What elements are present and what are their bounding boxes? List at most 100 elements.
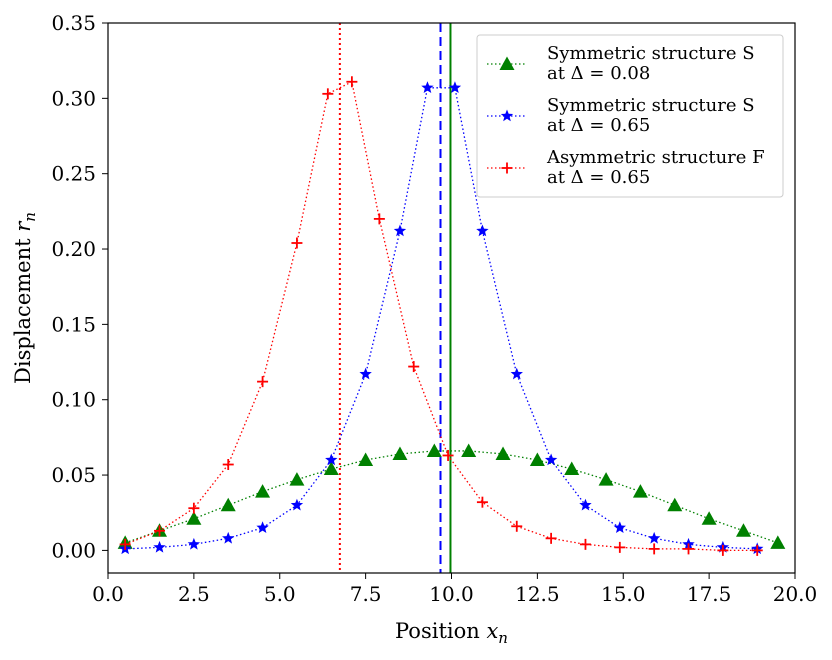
x-tick-label: 10.0 [429,582,474,606]
y-tick-label: 0.05 [51,463,96,487]
series-3-point [579,538,591,550]
series-2-point [290,498,304,511]
series-3-point [291,237,303,249]
series-1-point [186,511,202,525]
series-3-point [322,88,334,100]
y-tick-label: 0.00 [51,538,96,562]
series-2-point [476,224,489,237]
legend-marker [501,162,513,174]
series-2-point [325,453,338,466]
series-1-point [564,461,580,476]
y-tick-label: 0.10 [51,388,96,412]
y-axis-label-symbol: r [11,220,35,232]
series-2-point [613,521,626,534]
series-1-line [124,450,779,544]
legend-label-line1: Symmetric structure S [547,43,755,64]
series-3-point [222,459,234,471]
y-tick-label: 0.35 [51,11,96,35]
series-1-point [358,452,374,466]
legend-marker [500,109,514,122]
series-3-point [648,543,660,555]
series-1-point [289,472,305,486]
series-3-point [683,543,695,555]
x-axis-label-symbol: x [486,619,498,643]
legend-label-line1: Asymmetric structure F [546,147,765,168]
series-2-point [393,224,407,237]
legend-label-line2: at Δ = 0.08 [547,63,650,84]
series-2-point [359,367,372,380]
y-axis-label-text: Displacement [11,232,35,384]
y-axis-label: Displacement rn [11,212,39,384]
legend-entry-2: Symmetric structure Sat Δ = 0.65 [487,95,755,136]
series-1-point [701,511,717,525]
legend-label-line2: at Δ = 0.65 [547,167,650,188]
series-1-point [529,452,545,466]
series-3-point [346,76,358,88]
series-2-point [448,81,462,94]
series-1-point [770,535,786,549]
x-tick-label: 2.5 [178,582,210,606]
x-tick-label: 17.5 [687,582,732,606]
x-tick-label: 12.5 [515,582,560,606]
series-3 [119,76,763,556]
series-3-point [751,544,763,556]
series-3-point [717,544,729,556]
series-1-point [735,523,751,537]
series-3-point [373,213,385,225]
series-3-point [257,376,269,388]
y-tick-label: 0.20 [51,237,96,261]
series-layer [117,76,786,556]
series-2-point [647,531,661,544]
series-1-point [632,484,648,498]
series-3-point [188,502,200,514]
series-3-point [408,361,420,373]
legend-entries: Symmetric structure Sat Δ = 0.08Symmetri… [487,43,765,188]
series-2-point [222,531,235,544]
series-1-point [220,497,236,512]
legend-label-line1: Symmetric structure S [547,95,755,116]
legend-entry-3: Asymmetric structure Fat Δ = 0.65 [487,147,765,188]
series-3-line [124,80,758,552]
series-2-point [256,521,269,534]
x-tick-label: 7.5 [350,582,382,606]
vertical-lines [338,23,452,573]
series-1-point [392,446,408,460]
series-3-point [545,532,557,544]
legend: Symmetric structure Sat Δ = 0.08Symmetri… [476,34,784,198]
legend-entry-1: Symmetric structure Sat Δ = 0.08 [487,43,755,84]
series-1-point [667,497,683,512]
x-axis-label: Position xn [395,619,508,647]
series-3-point [476,496,488,508]
legend-label-line2: at Δ = 0.65 [547,115,650,136]
legend-marker [499,56,515,70]
series-3-point [511,520,523,532]
series-1-point [495,446,511,460]
series-3-point [119,538,131,550]
series-2-point [187,537,201,550]
y-axis-label-subscript: n [21,212,39,222]
series-2-point [510,367,523,380]
series-2-point [421,81,434,94]
legend-box [476,34,784,198]
series-2-line [125,87,758,550]
x-axis-label-text: Position [395,619,486,643]
x-tick-label: 15.0 [601,582,646,606]
series-2-point [544,453,558,466]
x-tick-label: 20.0 [773,582,818,606]
series-1-point [598,472,614,486]
series-1-point [255,484,271,498]
y-tick-label: 0.25 [51,162,96,186]
series-1-point [461,443,477,457]
series-1 [117,443,786,549]
series-3-point [442,449,454,461]
series-1-point [426,443,442,457]
x-tick-label: 0.0 [92,582,124,606]
series-2-point [153,540,166,553]
series-2-point [579,498,592,511]
y-tick-label: 0.15 [51,312,96,336]
ticks: 0.0 2.5 5.0 7.5 10.0 12.5 15.0 17.5 20.0 0.00 0.05… [51,11,817,606]
x-axis-label-subscript: n [498,629,508,647]
series-3-point [154,525,166,537]
x-tick-label: 5.0 [264,582,296,606]
